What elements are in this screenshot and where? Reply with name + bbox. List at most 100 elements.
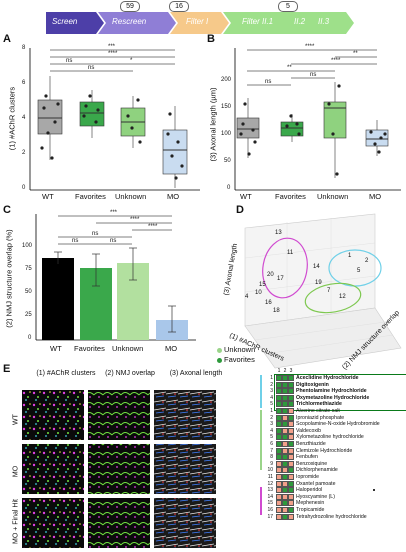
table-cell <box>282 408 288 414</box>
table-row: 14 Hyoscyamine (L) <box>266 493 402 501</box>
a-ytick-4: 8 <box>22 45 26 51</box>
b-sig-3: **** <box>331 58 341 64</box>
c-sig-2: **** <box>130 217 140 223</box>
table-cell <box>288 408 294 414</box>
c-ylabel: (2) NMJ structure overlap (%) <box>4 229 14 328</box>
table-cell <box>282 454 288 461</box>
table-cell <box>276 500 282 507</box>
c-ytick-1: 25 <box>25 312 32 318</box>
c-ytick-2: 50 <box>25 289 32 295</box>
table-cell <box>288 381 294 388</box>
bar-unknown <box>260 410 262 470</box>
drug-name: Aceclidine Hydrochloride <box>296 375 359 381</box>
table-cell <box>288 500 294 507</box>
table-row-number: 4 <box>270 427 273 434</box>
a-ytick-3: 6 <box>22 80 26 86</box>
table-head-1: 1 <box>277 368 281 374</box>
table-cell <box>282 474 288 480</box>
legend-unknown-dot <box>217 348 222 353</box>
table-row: 15 Mephenesin <box>266 500 402 507</box>
table-cell <box>282 427 288 434</box>
panel-a: *** **** * ns ns 0 2 4 6 8 (1) #AChR clu… <box>0 38 205 203</box>
d-point-16: 16 <box>265 300 272 306</box>
table-cell <box>288 414 294 421</box>
b-sig-6: ns <box>265 79 272 85</box>
b-ytick-1: 50 <box>224 158 231 164</box>
table-cell <box>276 421 282 428</box>
b-sig-4: ** <box>287 65 292 71</box>
table-cell <box>288 447 294 454</box>
a-ytick-2: 4 <box>22 115 26 121</box>
table-row: 1 Aceclidine Hydrochloride <box>266 375 402 382</box>
favorites-box <box>274 374 406 411</box>
c-ytick-3: 75 <box>25 266 32 272</box>
drug-name: Alverine citrate salt <box>296 408 340 414</box>
table-row-number: 9 <box>270 460 273 467</box>
count-59: 59 <box>120 1 140 12</box>
table-row: 2 Iproniazid phosphate <box>266 414 402 422</box>
drug-name: Mephenesin <box>296 500 325 507</box>
table-cell <box>276 480 282 487</box>
c-sig-6: ns <box>110 238 117 244</box>
table-cell <box>282 421 288 428</box>
b-sig-2: ** <box>353 51 358 57</box>
c-sig-1: *** <box>110 210 118 216</box>
d-point-1: 1 <box>348 253 352 259</box>
stage-filter22: II.2 <box>294 17 306 26</box>
drug-name: Benzoxiquine <box>296 460 328 467</box>
legend-favorites: Favorites <box>224 355 255 364</box>
stage-filter1: Filter I <box>186 17 209 26</box>
b-xcat-2: Unknown <box>317 192 349 201</box>
table-cell <box>288 427 294 434</box>
table-row: 13 Haloperidol <box>266 487 402 494</box>
table-cell <box>282 388 288 395</box>
c-sig-3: **** <box>148 224 158 230</box>
drug-name: Tropicamide <box>296 507 325 513</box>
table-cell <box>276 408 282 414</box>
table-row: 10 Dichlorphenamide <box>266 467 402 474</box>
a-xcat-2: Unknown <box>115 192 147 201</box>
c-sig-5: ns <box>72 238 79 244</box>
table-cell <box>288 480 294 487</box>
a-ytick-1: 2 <box>22 150 26 156</box>
a-sig-3: * <box>130 58 133 64</box>
e-col-1: (1) #AChR clusters <box>36 370 96 377</box>
table-cell <box>288 394 294 401</box>
d-point-11: 11 <box>287 250 294 256</box>
table-cell <box>288 487 294 494</box>
table-cell <box>282 447 288 454</box>
d-point-12: 12 <box>339 294 346 300</box>
table-cell <box>276 388 282 395</box>
stage-screen: Screen <box>52 17 78 26</box>
e-row-hit: MO + Final Hit <box>12 499 20 544</box>
stage-rescreen: Rescreen <box>112 17 147 26</box>
b-ytick-4: 200 <box>221 77 232 83</box>
table-row-number: 8 <box>270 454 273 461</box>
drug-name: Digitoxigenin <box>296 381 329 388</box>
table-row: 9 Benzoxiquine <box>266 460 402 468</box>
table-row: 11 Iopromide <box>266 474 402 481</box>
table-row-number: 5 <box>270 434 273 441</box>
table-cell <box>282 460 288 467</box>
table-row: 4 Oxymetazoline Hydrochloride <box>266 394 402 402</box>
table-cell <box>288 493 294 500</box>
table-cell <box>276 507 282 513</box>
table-row: 7 Clemizole Hydrochloride <box>266 447 402 455</box>
a-xcat-1: Favorites <box>75 192 106 201</box>
stage-filter23: II.3 <box>318 17 330 26</box>
panel-e: (1) #AChR clusters (2) NMJ overlap (3) A… <box>0 368 265 550</box>
table-cell <box>276 493 282 500</box>
table-cell <box>282 414 288 421</box>
b-sig-5: ns <box>310 72 317 78</box>
table-cell <box>276 414 282 421</box>
panel-label-b: B <box>207 33 215 45</box>
table-head-2: 2 <box>283 368 287 374</box>
table-row-number: 3 <box>270 388 273 395</box>
drug-name: Clemizole Hydrochloride <box>296 447 353 454</box>
drug-name: Scopolamine-N-oxide Hydrobromide <box>296 421 380 428</box>
table-cell <box>288 421 294 428</box>
table-row-number: 3 <box>270 421 273 428</box>
table-cell <box>282 441 288 447</box>
table-row: 16 Tropicamide <box>266 507 402 514</box>
drug-name: Benzthiazide <box>296 441 326 447</box>
